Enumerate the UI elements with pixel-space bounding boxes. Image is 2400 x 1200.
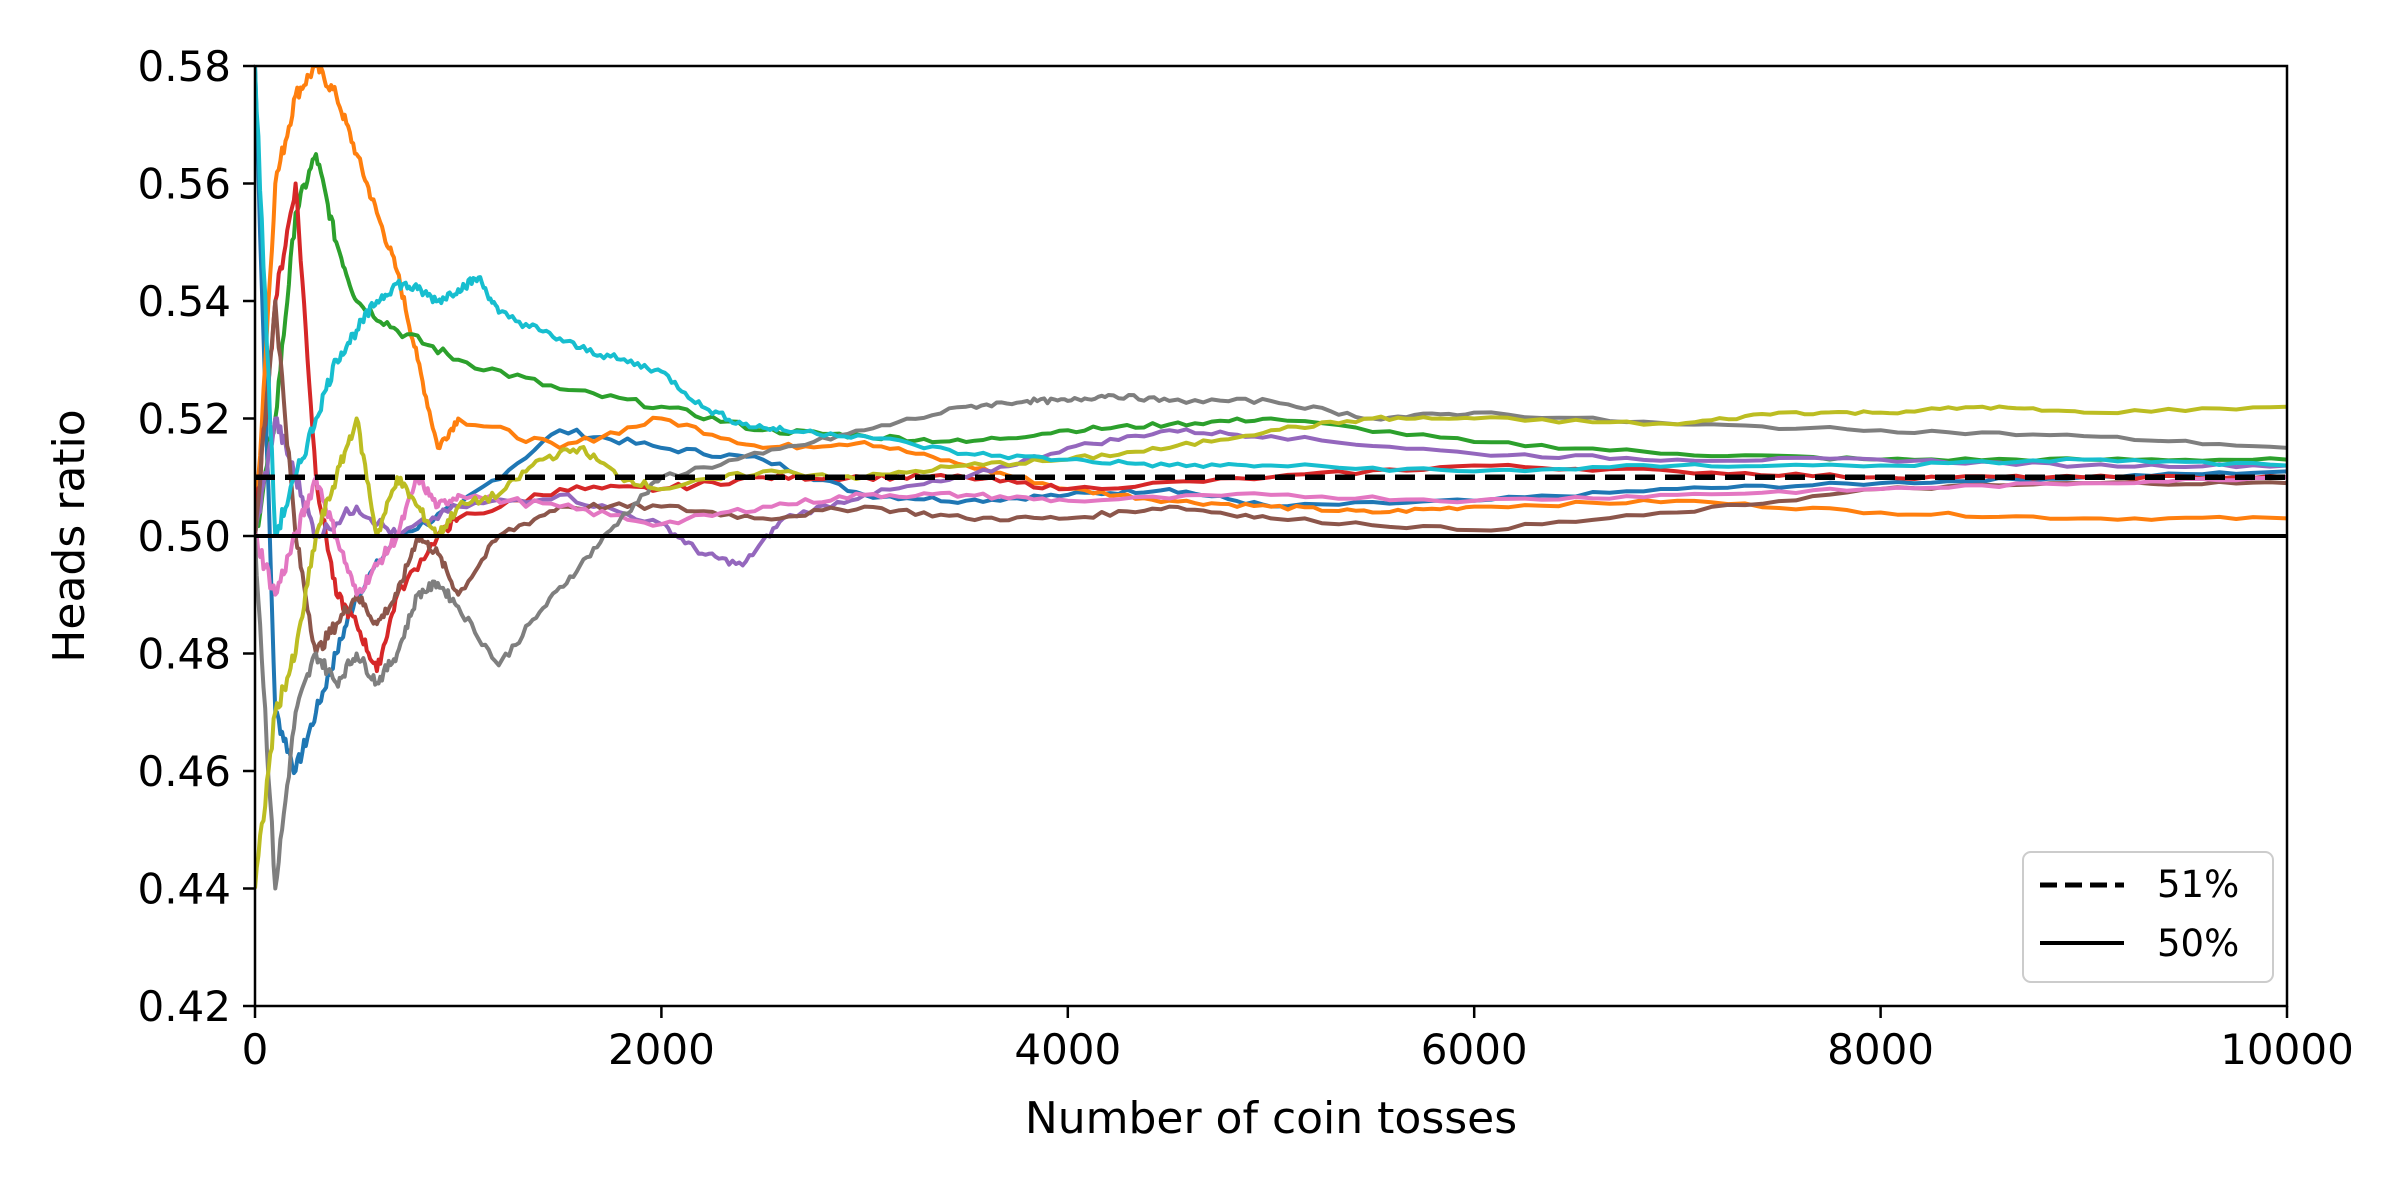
y-axis-label: Heads ratio	[44, 409, 95, 662]
x-tick-label: 6000	[1421, 1025, 1528, 1074]
y-tick-label: 0.58	[137, 42, 231, 91]
series-line-8	[255, 393, 2287, 891]
series-line-7	[255, 475, 2287, 597]
y-tick-label: 0.44	[137, 865, 231, 914]
x-tick-label: 0	[242, 1025, 269, 1074]
legend: 51% 50%	[2022, 851, 2274, 983]
x-axis-label: Number of coin tosses	[1025, 1093, 1517, 1144]
series-line-4	[255, 181, 2287, 674]
series-line-3	[255, 152, 2287, 537]
y-tick-label: 0.56	[137, 160, 231, 209]
y-tick-label: 0.54	[137, 277, 231, 326]
y-tick-label: 0.46	[137, 747, 231, 796]
y-tick-label: 0.48	[137, 630, 231, 679]
y-axis: 0.42 0.44 0.46 0.48 0.50 0.52 0.54 0.56 0.58	[137, 42, 255, 1031]
series-line-2	[255, 66, 2287, 537]
x-axis: 0 2000 4000 6000 8000 10000	[242, 1006, 2354, 1074]
legend-box	[2022, 851, 2274, 983]
y-tick-label: 0.50	[137, 512, 231, 561]
x-tick-label: 2000	[608, 1025, 715, 1074]
x-tick-label: 4000	[1014, 1025, 1121, 1074]
series-line-9	[255, 404, 2287, 889]
x-tick-label: 8000	[1827, 1025, 1934, 1074]
y-tick-label: 0.42	[137, 982, 231, 1031]
x-tick-label: 10000	[2220, 1025, 2354, 1074]
series-line-10	[255, 66, 2287, 538]
legend-label-50: 50%	[2157, 922, 2239, 965]
y-tick-label: 0.52	[137, 395, 231, 444]
legend-label-51: 51%	[2157, 863, 2239, 906]
series-line-5	[255, 416, 2287, 568]
reference-lines	[255, 474, 2287, 538]
series-line-1	[255, 66, 2287, 776]
